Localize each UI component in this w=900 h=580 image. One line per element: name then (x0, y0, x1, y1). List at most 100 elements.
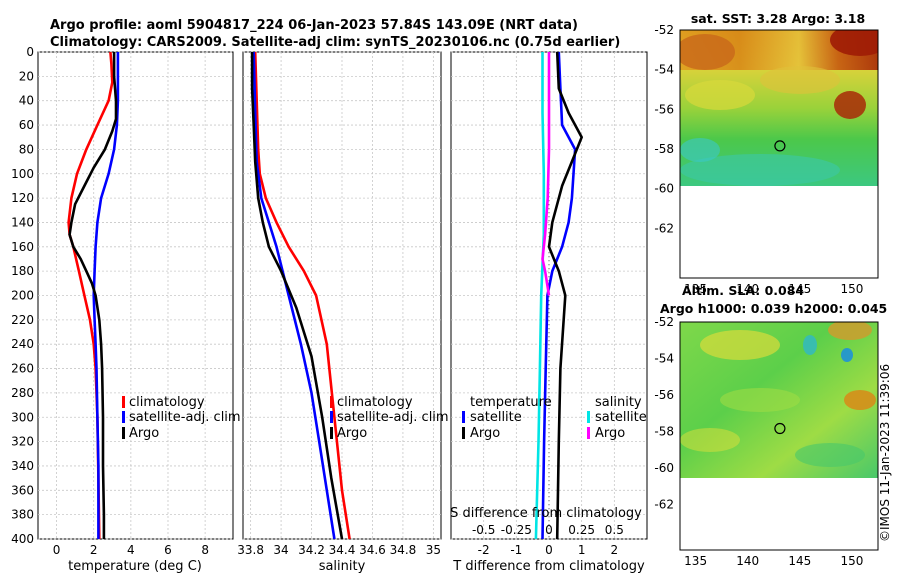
top-x-tick-label: -0.25 (501, 523, 532, 537)
legend-swatch-t-satellite (462, 411, 465, 423)
legend-swatch-climatology (330, 396, 333, 408)
x-tick-label: 34.6 (359, 543, 386, 557)
depth-tick-label: 100 (11, 167, 34, 181)
legend-swatch-s-argo (587, 427, 590, 439)
tdiff-xlabel: T difference from climatology (452, 559, 645, 574)
sst-argo-marker (774, 140, 786, 152)
figure-title-line2: Climatology: CARS2009. Satellite-adj cli… (50, 35, 620, 50)
legend-label-climatology: climatology (129, 395, 205, 410)
legend-label-t-argo: Argo (470, 426, 500, 441)
series-line-t-argo (547, 51, 584, 540)
depth-tick-label: 200 (11, 289, 34, 303)
depth-tick-label: 360 (11, 483, 34, 497)
x-tick-label: 1 (578, 543, 586, 557)
sst-map (680, 30, 878, 186)
legend-label-satellite: satellite-adj. clim (129, 410, 241, 425)
depth-tick-label: 400 (11, 532, 34, 546)
legend-label-argo: Argo (129, 426, 159, 441)
series-line-argo (250, 52, 344, 540)
sla-argo-marker (774, 422, 786, 435)
figure-title-line1: Argo profile: aoml 5904817_224 06-Jan-20… (50, 18, 578, 33)
depth-tick-label: 260 (11, 362, 34, 376)
legend-swatch-argo (122, 427, 125, 439)
top-x-tick-label: -0.5 (472, 523, 495, 537)
x-tick-label: 34.2 (298, 543, 325, 557)
map-x-tick-label: 140 (736, 554, 759, 568)
depth-tick-label: 300 (11, 410, 34, 424)
depth-tick-label: 240 (11, 337, 34, 351)
map-y-tick-label: -56 (654, 388, 674, 402)
depth-tick-label: 340 (11, 459, 34, 473)
depth-tick-label: 80 (19, 142, 34, 156)
x-tick-label: 6 (164, 543, 172, 557)
x-tick-label: 2 (611, 543, 619, 557)
legend-label-t-satellite: satellite (470, 410, 522, 425)
depth-tick-label: 40 (19, 94, 34, 108)
depth-tick-label: 60 (19, 118, 34, 132)
x-tick-label: 34.4 (329, 543, 356, 557)
depth-tick-label: 140 (11, 215, 34, 229)
difference-legend: temperature satellite Argo salinity sate… (462, 395, 647, 441)
sla-map-title2: Argo h1000: 0.039 h2000: 0.045 (660, 301, 887, 316)
depth-tick-label: 380 (11, 508, 34, 522)
temperature-legend: climatology satellite-adj. clim Argo (122, 395, 241, 441)
depth-tick-label: 160 (11, 240, 34, 254)
map-x-tick-label: 135 (684, 554, 707, 568)
series-line-t-satellite (541, 51, 577, 540)
salinity-xlabel: salinity (319, 559, 366, 574)
sdiff-top-label: S difference from climatology (450, 506, 642, 521)
map-x-tick-label: 150 (840, 554, 863, 568)
sst-map-frame (679, 29, 879, 279)
x-tick-label: 0 (545, 543, 553, 557)
map-y-tick-label: -52 (654, 315, 674, 329)
map-y-tick-label: -54 (654, 351, 674, 365)
x-tick-label: 8 (201, 543, 209, 557)
top-x-tick-label: 0 (545, 523, 553, 537)
x-tick-label: -1 (510, 543, 522, 557)
map-y-tick-label: -58 (654, 142, 674, 156)
depth-tick-label: 220 (11, 313, 34, 327)
depth-tick-label: 0 (26, 45, 34, 59)
legend-label-argo: Argo (337, 426, 367, 441)
depth-tick-label: 280 (11, 386, 34, 400)
legend-title-temperature: temperature (470, 395, 552, 410)
sst-map-title: sat. SST: 3.28 Argo: 3.18 (691, 11, 865, 26)
top-x-tick-label: 0.5 (605, 523, 624, 537)
series-line-s-argo (541, 52, 551, 296)
x-tick-label: 4 (127, 543, 135, 557)
series-line-satellite-adj-clim (252, 51, 336, 540)
map-y-tick-label: -62 (654, 497, 674, 511)
map-x-tick-label: 135 (684, 282, 707, 296)
map-x-tick-label: 145 (788, 554, 811, 568)
legend-title-salinity: salinity (595, 395, 642, 410)
sla-map-title1: Altim. SLA: 0.084 (682, 283, 804, 298)
legend-label-climatology: climatology (337, 395, 413, 410)
legend-swatch-satellite (122, 411, 125, 423)
legend-label-s-argo: Argo (595, 426, 625, 441)
legend-label-satellite: satellite-adj. clim (337, 410, 449, 425)
map-y-tick-label: -54 (654, 63, 674, 77)
map-y-tick-label: -60 (654, 461, 674, 475)
legend-swatch-s-satellite (587, 411, 590, 423)
legend-label-s-satellite: satellite (595, 410, 647, 425)
x-tick-label: 34 (273, 543, 288, 557)
sla-map (680, 322, 878, 478)
salinity-legend: climatology satellite-adj. clim Argo (330, 395, 449, 441)
map-y-tick-label: -60 (654, 182, 674, 196)
grid-layer (38, 51, 647, 540)
x-tick-label: 2 (90, 543, 98, 557)
x-tick-label: 34.8 (390, 543, 417, 557)
series-line-climatology (253, 51, 351, 540)
map-y-tick-label: -56 (654, 102, 674, 116)
legend-swatch-t-argo (462, 427, 465, 439)
map-x-tick-label: 140 (736, 282, 759, 296)
map-y-tick-label: -58 (654, 424, 674, 438)
legend-swatch-satellite (330, 411, 333, 423)
depth-tick-label: 20 (19, 69, 34, 83)
temperature-xlabel: temperature (deg C) (68, 559, 202, 574)
depth-tick-label: 180 (11, 264, 34, 278)
top-x-tick-label: 0.25 (568, 523, 595, 537)
x-tick-label: 35 (426, 543, 441, 557)
x-tick-label: 33.8 (237, 543, 264, 557)
